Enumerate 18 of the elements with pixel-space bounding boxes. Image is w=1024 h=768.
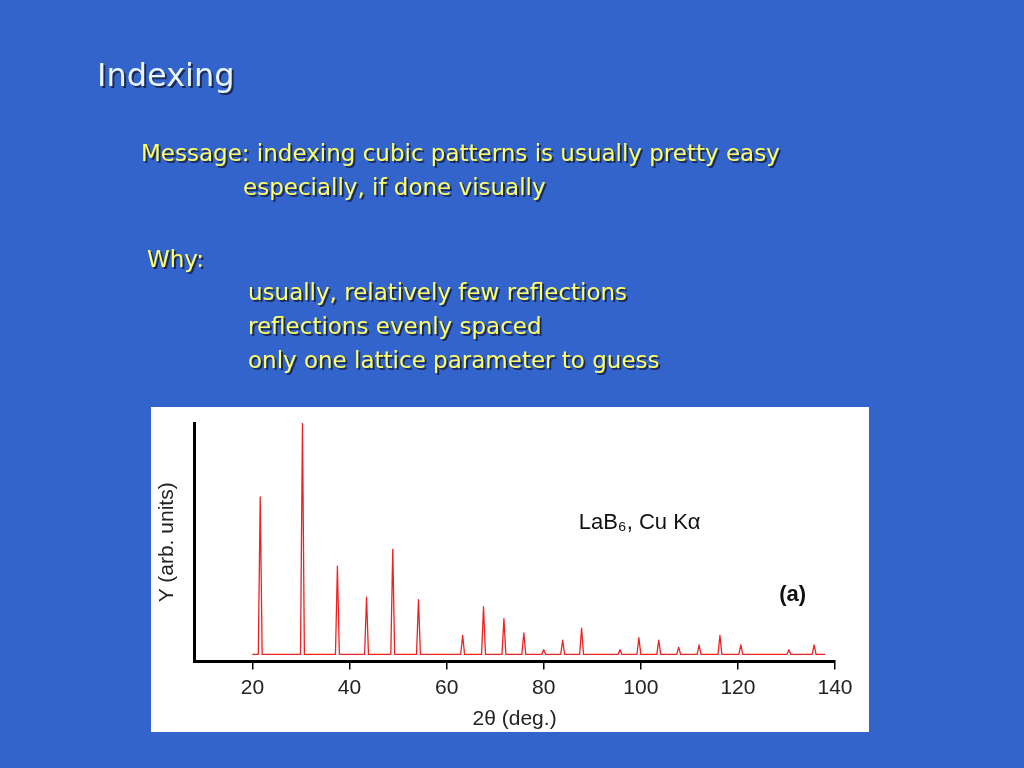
x-tick-label: 80 bbox=[532, 675, 556, 698]
x-axis-title: 2θ (deg.) bbox=[472, 706, 557, 730]
y-axis-title: Y (arb. units) bbox=[154, 482, 178, 603]
text: reflections evenly spaced bbox=[248, 313, 542, 339]
x-tick-label: 100 bbox=[623, 675, 659, 698]
text: usually, relatively few reflections bbox=[248, 279, 628, 305]
text: Message: indexing cubic patterns is usually pretty easy bbox=[141, 140, 780, 166]
text: especially, if done visually bbox=[243, 174, 546, 200]
x-tick-label: 20 bbox=[240, 675, 265, 698]
annotation: (a) bbox=[779, 580, 807, 606]
annotation: LaB₆, Cu Kα bbox=[578, 509, 701, 535]
x-tick-label: 140 bbox=[817, 675, 853, 698]
chart-title: Indexing bbox=[97, 56, 235, 94]
text: only one lattice parameter to guess bbox=[248, 347, 660, 373]
text: Why: bbox=[147, 246, 205, 272]
x-tick-label: 120 bbox=[720, 675, 756, 698]
x-tick-label: 40 bbox=[337, 675, 362, 698]
x-tick-label: 60 bbox=[434, 675, 459, 698]
